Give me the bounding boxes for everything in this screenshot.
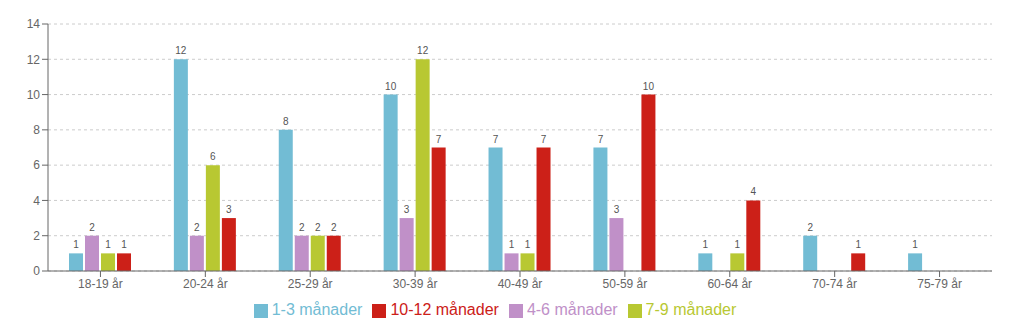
svg-text:12: 12 (175, 45, 187, 56)
html-text:1-3 månader: 1-3 månader (271, 301, 363, 318)
svg-text:2: 2 (331, 222, 337, 233)
svg-text:60-64 år: 60-64 år (707, 277, 752, 291)
svg-text:40-49 år: 40-49 år (498, 277, 543, 291)
svg-text:7: 7 (598, 134, 604, 145)
svg-text:0: 0 (33, 264, 40, 278)
svg-text:70-74 år: 70-74 år (812, 277, 857, 291)
svg-text:2: 2 (315, 222, 321, 233)
svg-text:1: 1 (105, 239, 111, 250)
svg-text:1: 1 (855, 239, 861, 250)
svg-text:8: 8 (33, 123, 40, 137)
svg-text:6: 6 (33, 158, 40, 172)
svg-text:12: 12 (417, 45, 429, 56)
svg-text:2: 2 (89, 222, 95, 233)
svg-text:6: 6 (210, 151, 216, 162)
svg-text:1: 1 (735, 239, 741, 250)
html-text:4-6 månader: 4-6 månader (526, 301, 618, 318)
svg-text:3: 3 (404, 204, 410, 215)
svg-text:20-24 år: 20-24 år (183, 277, 228, 291)
svg-text:8: 8 (283, 116, 289, 127)
svg-text:7: 7 (541, 134, 547, 145)
svg-text:75-79 år: 75-79 år (917, 277, 962, 291)
svg-text:1: 1 (509, 239, 515, 250)
svg-text:1: 1 (703, 239, 709, 250)
svg-text:4: 4 (33, 194, 40, 208)
svg-text:2: 2 (33, 229, 40, 243)
svg-text:2: 2 (299, 222, 305, 233)
svg-text:18-19 år: 18-19 år (78, 277, 123, 291)
svg-text:10: 10 (27, 88, 41, 102)
svg-text:3: 3 (226, 204, 232, 215)
svg-text:1: 1 (912, 239, 918, 250)
svg-text:7: 7 (436, 134, 442, 145)
html-text:10-12 månader: 10-12 månader (390, 301, 499, 318)
svg-text:2: 2 (807, 222, 813, 233)
svg-text:1: 1 (525, 239, 531, 250)
svg-text:3: 3 (614, 204, 620, 215)
svg-text:25-29 år: 25-29 år (288, 277, 333, 291)
svg-text:7: 7 (493, 134, 499, 145)
svg-text:30-39 år: 30-39 år (393, 277, 438, 291)
svg-text:4: 4 (751, 186, 757, 197)
html-text:7-9 månader: 7-9 månader (645, 301, 737, 318)
svg-text:2: 2 (194, 222, 200, 233)
svg-text:12: 12 (27, 53, 41, 67)
svg-text:14: 14 (27, 17, 41, 31)
svg-text:1: 1 (121, 239, 127, 250)
svg-text:10: 10 (643, 81, 655, 92)
svg-text:1: 1 (73, 239, 79, 250)
svg-text:50-59 år: 50-59 år (603, 277, 648, 291)
svg-text:10: 10 (385, 81, 397, 92)
